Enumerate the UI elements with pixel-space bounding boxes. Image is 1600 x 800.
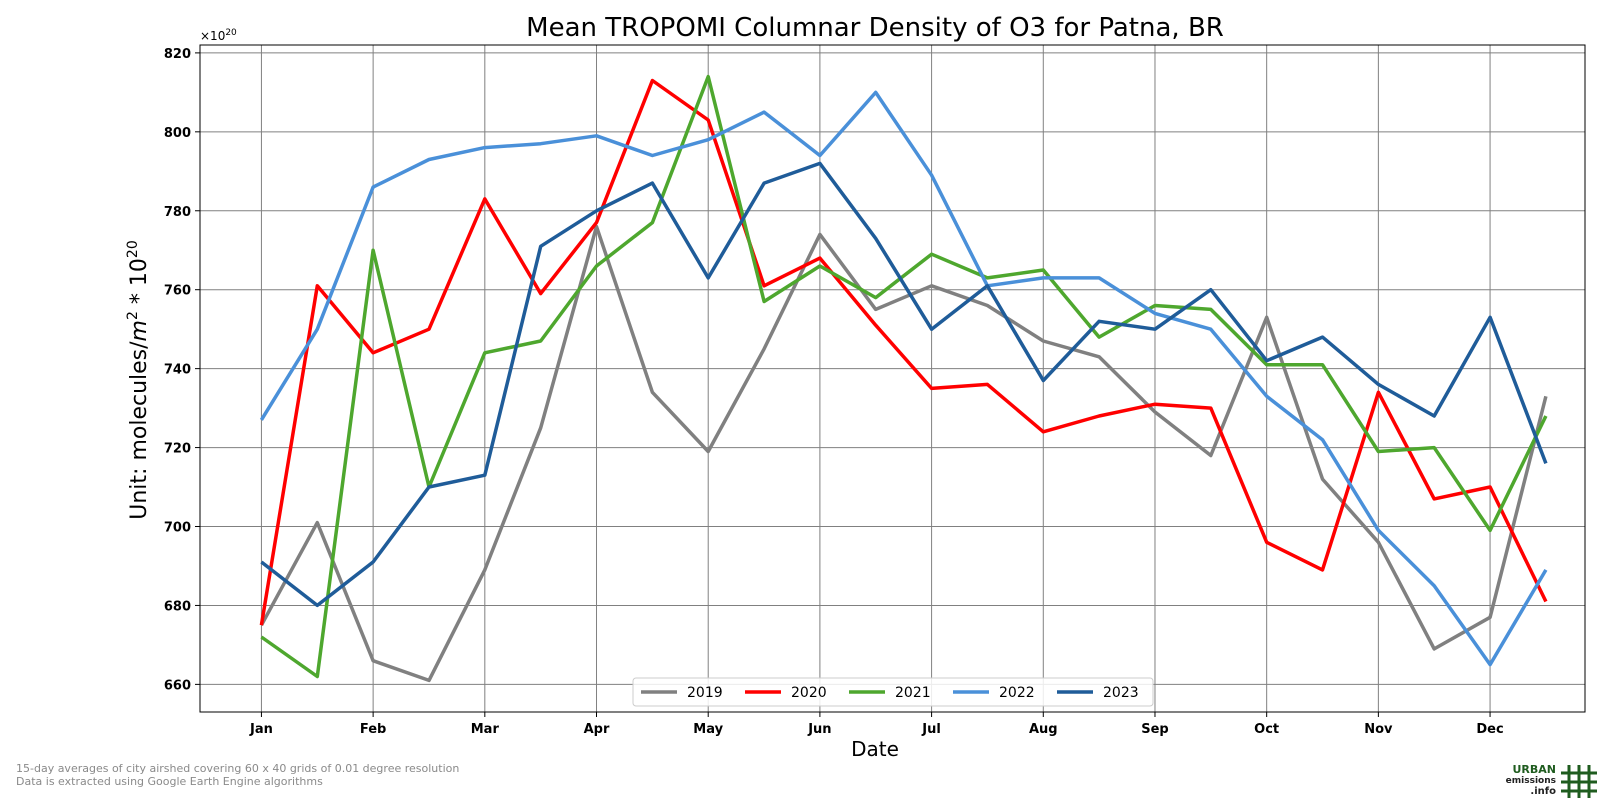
series-line-2019 bbox=[259, 224, 1548, 683]
x-tick-label: Oct bbox=[1254, 722, 1279, 737]
logo-line-2: emissions bbox=[1505, 776, 1556, 786]
y-tick-label: 680 bbox=[164, 599, 191, 614]
y-tick-label: 740 bbox=[164, 363, 191, 378]
x-axis-label: Date bbox=[851, 737, 899, 761]
legend-item-2020: 2020 bbox=[745, 685, 827, 701]
series-line-2023 bbox=[260, 161, 1548, 608]
y-offset-label: ×1020 bbox=[200, 28, 237, 43]
logo-line-1: URBAN bbox=[1512, 763, 1556, 776]
x-tick-label: Nov bbox=[1364, 722, 1393, 737]
legend-label: 2019 bbox=[687, 685, 723, 701]
y-tick-label: 800 bbox=[164, 126, 191, 141]
footnote-method: 15-day averages of city airshed covering… bbox=[16, 762, 460, 775]
legend-label: 2023 bbox=[1103, 685, 1139, 701]
legend-label: 2022 bbox=[999, 685, 1035, 701]
x-tick-label: Mar bbox=[471, 722, 500, 737]
legend-item-2021: 2021 bbox=[849, 685, 931, 701]
chart-title: Mean TROPOMI Columnar Density of O3 for … bbox=[526, 13, 1224, 43]
y-tick-label: 720 bbox=[164, 442, 191, 457]
legend-label: 2021 bbox=[895, 685, 931, 701]
x-tick-label: Apr bbox=[584, 722, 610, 737]
y-tick-label: 660 bbox=[164, 678, 191, 693]
y-tick-label: 820 bbox=[164, 47, 191, 62]
x-tick-label: Jun bbox=[807, 722, 831, 737]
series-line-2021 bbox=[260, 74, 1548, 679]
footnote-source: Data is extracted using Google Earth Eng… bbox=[16, 775, 323, 788]
legend-box bbox=[632, 677, 1154, 707]
y-tick-label: 780 bbox=[164, 205, 191, 220]
legend-item-2019: 2019 bbox=[641, 685, 723, 701]
legend: 2019 2020 2021 2022 2023 bbox=[632, 677, 1154, 707]
legend-item-2022: 2022 bbox=[953, 685, 1035, 701]
x-axis: Jan Feb Mar Apr May Jun Jul Aug Sep Oct Nov Dec bbox=[249, 712, 1504, 737]
series-lines bbox=[259, 74, 1548, 683]
x-tick-label: May bbox=[693, 722, 723, 737]
y-axis: 660 680 700 720 740 760 780 800 820 bbox=[164, 47, 200, 693]
x-tick-label: Aug bbox=[1029, 722, 1058, 737]
series-line-2020 bbox=[259, 78, 1548, 626]
grid bbox=[200, 45, 1585, 712]
logo-line-3: .info bbox=[1530, 786, 1556, 797]
legend-item-2023: 2023 bbox=[1057, 685, 1139, 701]
series-line-2022 bbox=[259, 90, 1548, 667]
y-axis-label: Unit: molecules/m2 * 1020 bbox=[125, 240, 152, 519]
y-tick-label: 760 bbox=[164, 284, 191, 299]
x-tick-label: Sep bbox=[1141, 722, 1169, 737]
grid-hash-icon bbox=[1561, 765, 1597, 798]
x-tick-label: Dec bbox=[1476, 722, 1503, 737]
y-tick-label: 700 bbox=[164, 521, 191, 536]
x-tick-label: Jan bbox=[249, 722, 273, 737]
x-tick-label: Feb bbox=[360, 722, 386, 737]
x-tick-label: Jul bbox=[921, 722, 941, 737]
legend-label: 2020 bbox=[791, 685, 827, 701]
plot-frame bbox=[199, 44, 1586, 713]
urban-emissions-logo: URBAN emissions .info bbox=[1500, 762, 1600, 800]
